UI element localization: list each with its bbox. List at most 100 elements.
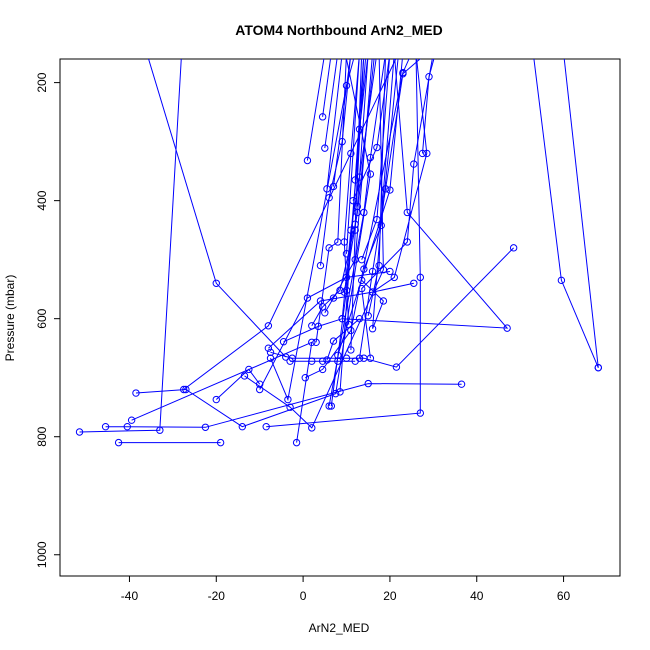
series-line-16 — [324, 59, 338, 149]
series-line-12 — [283, 59, 509, 343]
data-point — [358, 284, 366, 293]
y-tick-label: 1000 — [35, 541, 49, 568]
data-point — [373, 143, 381, 152]
x-axis: -40 -20 0 20 40 60 — [121, 575, 571, 603]
series-line-6 — [183, 59, 397, 390]
y-tick-label: 800 — [35, 426, 49, 446]
series-line-23 — [339, 59, 369, 392]
series-line-10 — [270, 59, 355, 402]
data-point — [368, 267, 377, 276]
data-point — [347, 346, 355, 354]
series-line-2 — [105, 383, 462, 428]
data-point — [262, 422, 270, 431]
data-point — [308, 322, 316, 330]
data-point — [457, 380, 466, 388]
data-point — [418, 149, 427, 158]
data-point — [329, 337, 338, 345]
data-point — [255, 385, 264, 394]
data-point — [360, 265, 368, 273]
data-point — [355, 173, 364, 181]
data-point — [368, 288, 377, 296]
data-point — [325, 402, 333, 410]
x-axis-label: ArN2_MED — [309, 621, 370, 635]
y-tick-label: 200 — [35, 72, 49, 92]
data-point — [375, 261, 383, 270]
data-point — [180, 385, 188, 394]
data-point — [216, 438, 225, 447]
series-line-7 — [215, 368, 261, 400]
series-line-36 — [361, 59, 433, 359]
chart-title: ATOM4 Northbound ArN2_MED — [235, 22, 442, 38]
data-point — [377, 221, 385, 230]
data-point — [301, 373, 309, 382]
x-tick-label: 0 — [300, 589, 307, 603]
data-point — [323, 185, 331, 193]
data-point — [318, 365, 327, 374]
data-point — [342, 250, 351, 258]
series-layer — [75, 59, 602, 447]
data-point — [329, 294, 338, 302]
series-line-17 — [326, 59, 343, 189]
series-line-18 — [326, 318, 360, 361]
series-line-47 — [324, 59, 373, 314]
series-line-37 — [372, 59, 428, 293]
data-point — [238, 422, 247, 431]
series-line-39 — [533, 59, 599, 368]
series-line-26 — [343, 59, 360, 325]
data-point — [366, 170, 375, 178]
data-point — [282, 353, 290, 361]
x-tick-label: 60 — [557, 589, 571, 603]
data-point — [416, 273, 425, 282]
y-tick-label: 400 — [35, 190, 49, 210]
x-tick-label: -40 — [121, 589, 139, 603]
series-line-31 — [359, 59, 421, 359]
data-point — [334, 357, 342, 365]
data-point — [386, 186, 394, 194]
data-point — [594, 363, 602, 372]
data-point — [284, 395, 292, 404]
data-point — [364, 379, 372, 388]
series-line-1 — [79, 59, 182, 433]
data-point — [240, 372, 249, 380]
series-line-11 — [270, 247, 514, 368]
data-point — [182, 385, 190, 394]
data-point — [245, 365, 253, 374]
data-point — [336, 388, 344, 396]
data-point — [312, 338, 320, 346]
data-point — [75, 428, 84, 436]
data-point — [127, 416, 136, 424]
data-point — [303, 156, 312, 165]
data-point — [114, 438, 123, 447]
data-point — [321, 144, 329, 152]
series-line-4 — [131, 341, 313, 443]
data-point — [308, 424, 316, 432]
data-point — [123, 422, 131, 431]
series-line-33 — [361, 59, 395, 329]
data-point — [423, 149, 431, 158]
series-line-41 — [148, 59, 287, 358]
series-line-40 — [563, 59, 599, 368]
series-line-34 — [363, 59, 399, 270]
data-point — [316, 261, 325, 270]
data-point — [509, 244, 518, 252]
data-point — [353, 202, 362, 211]
data-point — [392, 363, 401, 371]
data-point — [386, 267, 394, 276]
data-point — [308, 338, 316, 346]
data-point — [347, 149, 355, 158]
series-line-13 — [305, 59, 410, 379]
data-point — [286, 357, 294, 365]
series-line-8 — [244, 59, 384, 429]
data-point — [329, 182, 338, 191]
y-axis: 200 400 600 800 1000 — [35, 72, 61, 568]
data-point — [366, 354, 375, 362]
series-line-14 — [306, 59, 325, 161]
data-point — [308, 357, 316, 365]
data-point — [410, 160, 418, 168]
series-line-35 — [367, 59, 386, 316]
data-point — [351, 357, 359, 365]
data-point — [201, 423, 210, 431]
data-point — [286, 403, 294, 411]
data-point — [303, 294, 312, 302]
